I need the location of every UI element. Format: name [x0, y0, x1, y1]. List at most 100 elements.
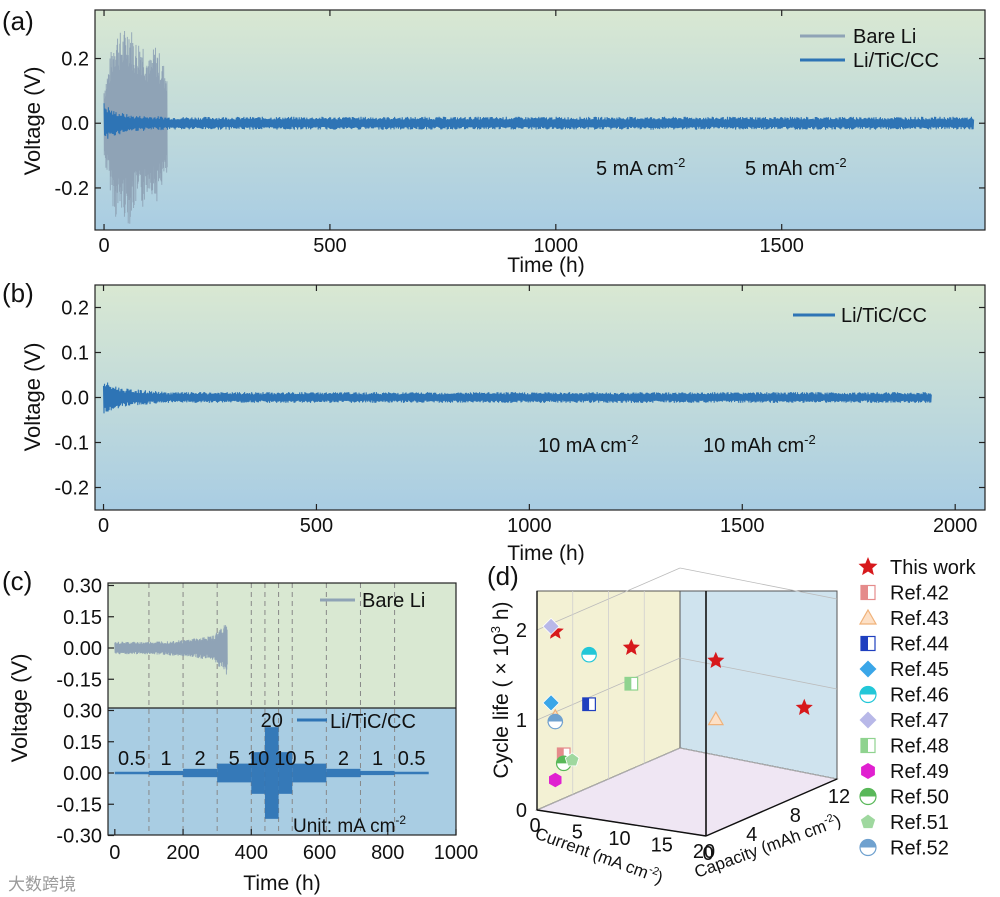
x-tick-label-c: 800	[371, 842, 404, 864]
legend-label-ref-42: Ref.42	[890, 583, 949, 605]
legend-label-ref-44: Ref.44	[890, 634, 949, 656]
legend-marker-ref-50-fill	[860, 788, 876, 797]
panel-d-xlabel: Current (mA cm-2)	[533, 823, 666, 888]
legend-marker-ref-45	[858, 659, 878, 679]
y-tick-label-c-top: 0.30	[63, 576, 102, 598]
y-tick-label: -0.1	[55, 433, 89, 455]
data-point-ref-48-fill	[625, 677, 632, 691]
step-label: 0.5	[118, 748, 146, 770]
panel-a-traces	[103, 30, 975, 224]
panel-b-xlabel: Time (h)	[507, 542, 584, 565]
series-li-tic-cc-segment	[292, 763, 327, 783]
panel-a-axes: 0 500 1000 1500 -0.2 0.0 0.2	[55, 10, 985, 257]
data-point-ref-43	[707, 710, 725, 726]
y-tick-label-d: 0	[516, 800, 527, 822]
legend-label-ref-52: Ref.52	[890, 838, 949, 860]
panel-d-grid	[536, 567, 838, 811]
legend-marker-ref-48-fill	[861, 738, 868, 753]
panel-d-right-wall	[679, 590, 838, 780]
step-label: 5	[304, 748, 315, 770]
step-label: 20	[261, 710, 283, 732]
series-li-tic-cc-segment	[278, 752, 293, 794]
x-tick-label: 1000	[507, 515, 552, 537]
data-point-this-work	[707, 651, 725, 668]
legend-label-li-tic-cc-b: Li/TiC/CC	[841, 305, 927, 327]
legend-marker-ref-49	[861, 763, 875, 779]
x-tick-label-c: 0	[109, 842, 120, 864]
panel-c-legend-li: Li/TiC/CC	[297, 711, 416, 733]
y-tick-label-c-top: -0.15	[56, 669, 102, 691]
legend-label-bare-li: Bare Li	[853, 26, 916, 48]
data-point-this-work	[795, 698, 813, 715]
panel-b: 0 500 1000 1500 2000 -0.2 -0.1 0.0 0.1 0.2 (b) Vo…	[2, 278, 986, 565]
series-li-tic-cc-segment	[148, 770, 184, 776]
legend-label-ref-51: Ref.51	[890, 812, 949, 834]
panel-b-traces	[102, 382, 932, 414]
y-tick-label-c-bot: 0.15	[63, 732, 102, 754]
panel-d-label: (d)	[487, 561, 519, 591]
x-tick-label-d: 0	[529, 815, 540, 837]
legend-marker-ref-52-fill	[860, 839, 876, 848]
panel-a-annotation: 5 mA cm-2 5 mAh cm-2	[596, 155, 847, 180]
legend-marker-ref-47	[858, 710, 878, 730]
annotation-areal-capacity: 5 mAh cm-2	[745, 155, 847, 180]
panel-a: 0 500 1000 1500 -0.2 0.0 0.2 (a) Voltage (V) T…	[2, 6, 986, 277]
y-tick-label-c-top: 0.00	[63, 638, 102, 660]
panel-b-ylabel: Voltage (V)	[20, 343, 45, 452]
panel-d-points	[542, 617, 813, 788]
legend-marker-ref-51	[859, 813, 877, 829]
x-tick-label-c: 200	[166, 842, 199, 864]
data-point-ref-52-fill	[548, 714, 563, 722]
legend-marker-this-work	[858, 557, 878, 576]
panel-c-axes: 0 200 400 600 800 1000 0.30 0.15 0.00 -0.15 0.30 0.…	[56, 576, 478, 865]
legend-label-this-work: This work	[890, 557, 977, 579]
panel-d-ylabel: Cycle life ( × 103 h)	[488, 601, 513, 778]
data-point-ref-51	[564, 752, 580, 767]
annotation-current-density: 5 mA cm-2	[596, 155, 685, 180]
panel-a-xlabel: Time (h)	[507, 254, 584, 277]
y-tick-label: 0.0	[61, 388, 89, 410]
y-tick-label-d: 2	[516, 620, 527, 642]
x-tick-label-c: 1000	[434, 842, 479, 864]
y-tick-label: 0.0	[61, 113, 89, 135]
panel-d-legend: This work Ref.42 Ref.43 Ref.44 Ref.45 Ref.46 R…	[858, 557, 977, 860]
z-tick-label-d: 4	[746, 824, 757, 846]
y-tick-label-d: 1	[516, 710, 527, 732]
series-li-tic-cc-segment	[326, 768, 361, 778]
annotation-areal-capacity-b: 10 mAh cm-2	[703, 432, 816, 457]
z-tick-label-d: 8	[790, 805, 801, 827]
panel-a-label: (a)	[2, 6, 34, 36]
data-point-this-work	[622, 638, 640, 655]
x-tick-label-c: 400	[235, 842, 268, 864]
series-li-tic-cc-segment	[394, 771, 429, 775]
series-li-tic-cc-segment	[264, 727, 279, 819]
legend-label-ref-45: Ref.45	[890, 659, 949, 681]
series-li-tic-cc-b	[102, 382, 932, 414]
x-tick-label: 1500	[759, 235, 804, 257]
y-tick-label: -0.2	[55, 178, 89, 200]
legend-label-ref-48: Ref.48	[890, 736, 949, 758]
axis-capacity	[705, 778, 838, 837]
x-tick-label-d: 15	[651, 835, 673, 857]
data-point-ref-45	[542, 694, 560, 712]
y-tick-label-c-top: 0.15	[63, 607, 102, 629]
legend-marker-ref-42-fill	[861, 585, 868, 600]
series-li-tic-cc-segment	[360, 770, 395, 776]
y-tick-label: -0.2	[55, 478, 89, 500]
data-point-ref-49	[549, 772, 562, 788]
axis-current	[536, 809, 707, 837]
series-li-tic-cc-segment	[114, 771, 149, 775]
panel-c-ylabel: Voltage (V)	[7, 654, 32, 763]
y-tick-label: 0.2	[61, 49, 89, 71]
legend-label-ref-50: Ref.50	[890, 787, 949, 809]
x-tick-label: 500	[313, 235, 346, 257]
panel-c-label: (c)	[2, 566, 32, 596]
z-tick-label-d: 0	[702, 843, 713, 865]
legend-label-ref-49: Ref.49	[890, 761, 949, 783]
panel-b-label: (b)	[2, 278, 34, 308]
panel-b-axes: 0 500 1000 1500 2000 -0.2 -0.1 0.0 0.1 0.2	[55, 285, 985, 537]
legend-marker-ref-43	[858, 608, 878, 625]
step-label: 1	[372, 748, 383, 770]
panel-c-xlabel: Time (h)	[243, 872, 320, 895]
